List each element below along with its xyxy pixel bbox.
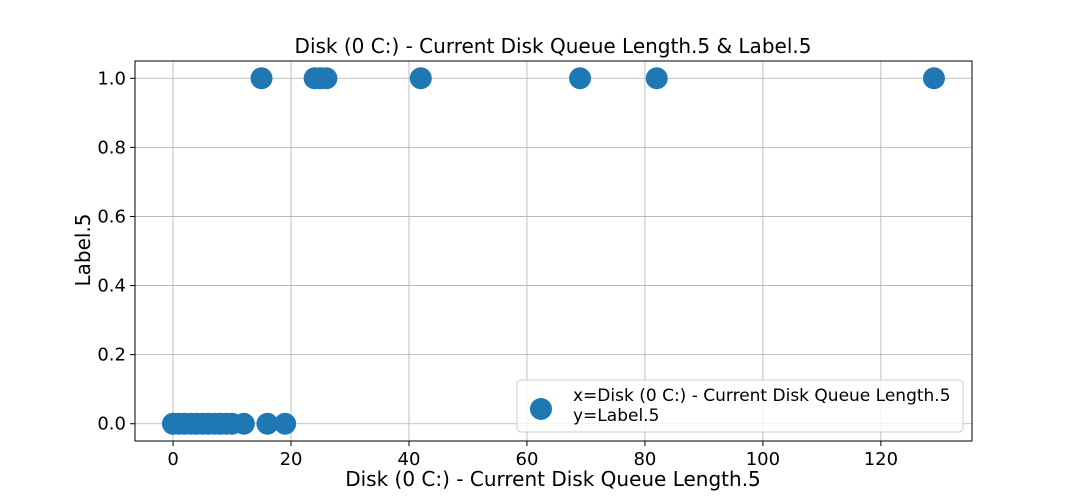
- x-tick-label: 60: [516, 449, 539, 470]
- grid: [135, 61, 972, 441]
- data-point: [922, 67, 945, 90]
- legend-label: x=Disk (0 C:) - Current Disk Queue Lengt…: [573, 386, 956, 426]
- data-point: [274, 412, 297, 435]
- y-tick-label: 0.4: [97, 276, 126, 297]
- x-ticks: 0 20 40 60 80 100 120: [167, 441, 898, 470]
- x-tick-label: 80: [633, 449, 656, 470]
- y-axis-label: Label.5: [71, 213, 95, 286]
- legend-label-y: y=Label.5: [573, 406, 659, 426]
- y-ticks: 0.0 0.2 0.4 0.6 0.8 1.0: [97, 68, 135, 435]
- x-tick-label: 100: [746, 449, 780, 470]
- legend-label-x: x=Disk (0 C:) - Current Disk Queue Lengt…: [573, 386, 951, 406]
- y-tick-label: 0.2: [97, 345, 126, 366]
- data-point: [409, 67, 432, 90]
- data-points: [162, 67, 945, 435]
- data-point: [645, 67, 668, 90]
- data-point: [232, 412, 255, 435]
- data-point: [569, 67, 592, 90]
- x-axis-label: Disk (0 C:) - Current Disk Queue Length.…: [345, 467, 761, 491]
- legend-box: [516, 379, 964, 433]
- axes-frame: [134, 60, 973, 442]
- data-point: [256, 412, 279, 435]
- x-tick-label: 20: [280, 449, 303, 470]
- x-tick-label: 40: [398, 449, 421, 470]
- y-tick-label: 0.0: [97, 414, 126, 435]
- legend-marker: [530, 398, 552, 420]
- y-tick-label: 1.0: [97, 68, 126, 89]
- x-tick-label: 0: [167, 449, 178, 470]
- data-point: [250, 67, 273, 90]
- x-tick-label: 120: [864, 449, 898, 470]
- chart-title: Disk (0 C:) - Current Disk Queue Length.…: [295, 34, 812, 58]
- y-tick-label: 0.8: [97, 137, 126, 158]
- plot-frame: [134, 60, 973, 442]
- data-point: [315, 67, 338, 90]
- legend: x=Disk (0 C:) - Current Disk Queue Lengt…: [516, 379, 964, 433]
- y-tick-label: 0.6: [97, 206, 126, 227]
